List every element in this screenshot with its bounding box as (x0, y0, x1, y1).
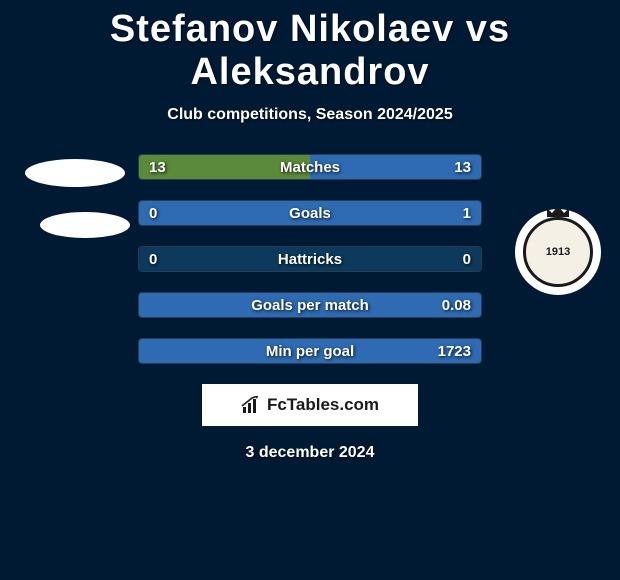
badge-ellipse (25, 159, 125, 187)
stat-label: Hattricks (139, 247, 481, 272)
crown-icon (545, 205, 571, 217)
stat-bar: Goals per match0.08 (138, 292, 482, 318)
stat-label: Goals per match (139, 293, 481, 318)
page-title: Stefanov Nikolaev vs Aleksandrov (0, 0, 620, 94)
crest-year: 1913 (546, 246, 570, 258)
stat-label: Matches (139, 155, 481, 180)
chart-icon (241, 396, 261, 414)
date-text: 3 december 2024 (0, 444, 620, 462)
stat-bar: 0Hattricks0 (138, 246, 482, 272)
player-left-badge (15, 154, 105, 244)
stat-value-right: 1 (463, 201, 471, 226)
subtitle: Club competitions, Season 2024/2025 (0, 106, 620, 124)
badge-ellipse (40, 212, 130, 238)
fctables-logo: FcTables.com (202, 384, 418, 426)
club-crest: 1913 (515, 209, 601, 295)
comparison-bars: 13Matches130Goals10Hattricks0Goals per m… (138, 154, 482, 364)
stat-value-right: 13 (454, 155, 471, 180)
comparison-area: 1913 13Matches130Goals10Hattricks0Goals … (0, 154, 620, 462)
stat-bar: Min per goal1723 (138, 338, 482, 364)
stat-value-right: 0.08 (442, 293, 471, 318)
crest-inner: 1913 (523, 217, 593, 287)
player-right-badge: 1913 (515, 209, 605, 299)
stat-label: Min per goal (139, 339, 481, 364)
stat-value-right: 0 (463, 247, 471, 272)
stat-bar: 0Goals1 (138, 200, 482, 226)
logo-text: FcTables.com (267, 395, 379, 415)
stat-value-right: 1723 (438, 339, 471, 364)
stat-bar: 13Matches13 (138, 154, 482, 180)
stat-label: Goals (139, 201, 481, 226)
